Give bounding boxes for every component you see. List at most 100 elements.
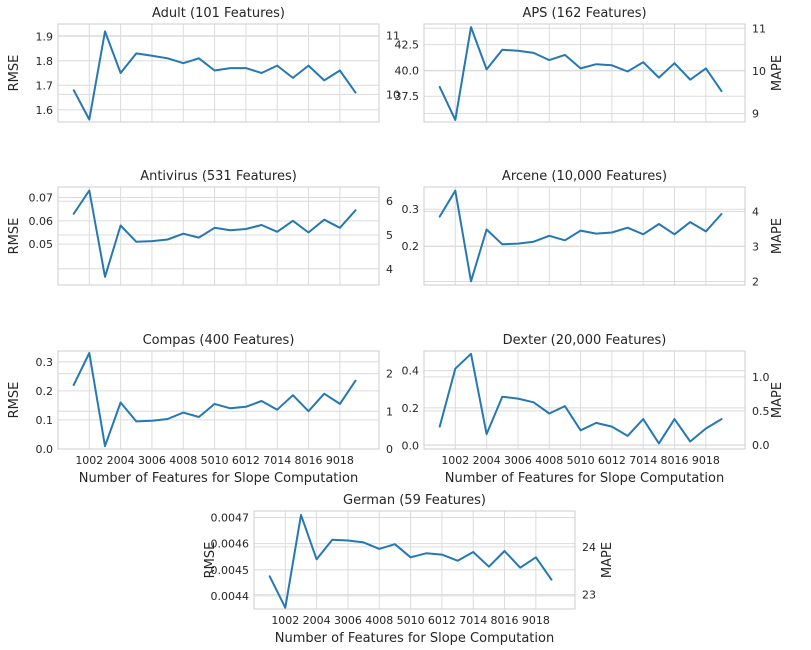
y-tick-label: 0.0045 xyxy=(211,564,250,577)
x-tick-label: 4008 xyxy=(169,454,197,467)
y2-tick-label: 0.0 xyxy=(752,439,770,452)
y2-tick-label: 24 xyxy=(582,541,596,554)
y2-tick-label: 9 xyxy=(752,107,759,120)
y-axis-label: RMSE xyxy=(7,382,22,419)
series-line xyxy=(438,26,723,121)
y-tick-label: 0.06 xyxy=(29,215,54,228)
subplot-3: Arcene (10,000 Features) 0.2 0.3 2 3 4 MAPE xyxy=(402,169,786,289)
x-tick-label: 4008 xyxy=(365,614,393,627)
x-tick-label: 4008 xyxy=(535,454,563,467)
x-tick-label: 8016 xyxy=(295,454,323,467)
series-line xyxy=(72,352,357,448)
y-axis-label: RMSE xyxy=(7,55,22,92)
subplot-title: German (59 Features) xyxy=(343,493,486,508)
subplot-title: Antivirus (531 Features) xyxy=(140,169,297,184)
x-tick-label: 6012 xyxy=(232,454,260,467)
y-tick-label: 0.2 xyxy=(36,385,54,398)
y-tick-label: 0.0044 xyxy=(211,590,250,603)
plot-frame xyxy=(423,350,746,450)
y2-tick-label: 4 xyxy=(752,206,759,219)
y-tick-label: 0.0 xyxy=(36,443,54,456)
y-tick-label: 0.3 xyxy=(402,203,420,216)
y2-tick-label: 6 xyxy=(386,195,393,208)
subplot-title: Compas (400 Features) xyxy=(143,333,295,348)
subplot-title: APS (162 Features) xyxy=(522,6,646,21)
y-tick-label: 0.07 xyxy=(29,192,54,205)
x-axis-label: Number of Features for Slope Computation xyxy=(445,471,724,486)
y-tick-label: 37.5 xyxy=(395,90,420,103)
y2-axis-label: MAPE xyxy=(770,218,785,254)
x-tick-label: 9018 xyxy=(326,454,354,467)
y-tick-label: 42.5 xyxy=(395,39,420,52)
x-tick-label: 1002 xyxy=(271,614,299,627)
x-tick-label: 7014 xyxy=(263,454,291,467)
y2-axis-label: MAPE xyxy=(770,382,785,418)
x-axis-label: Number of Features for Slope Computation xyxy=(79,471,358,486)
series-line xyxy=(438,352,723,445)
x-tick-label: 7014 xyxy=(629,454,657,467)
x-tick-label: 2004 xyxy=(473,454,501,467)
y2-tick-label: 10 xyxy=(386,88,400,101)
plot-frame xyxy=(57,350,380,450)
y-tick-label: 0.05 xyxy=(29,238,54,251)
y2-tick-label: 10 xyxy=(752,65,766,78)
y-tick-label: 1.6 xyxy=(36,104,54,117)
y2-tick-label: 4 xyxy=(386,263,393,276)
plot-frame xyxy=(57,186,380,286)
plot-frame xyxy=(423,186,746,286)
x-tick-label: 8016 xyxy=(661,454,689,467)
plot-frame xyxy=(253,510,576,610)
subplot-title: Adult (101 Features) xyxy=(152,6,285,21)
series-line xyxy=(72,189,357,278)
x-tick-label: 6012 xyxy=(428,614,456,627)
y2-tick-label: 0 xyxy=(386,443,393,456)
y2-tick-label: 1.0 xyxy=(752,371,770,384)
x-tick-label: 9018 xyxy=(522,614,550,627)
subplot-0: Adult (101 Features) 1.6 1.7 1.8 1.9 10 11 RMSE xyxy=(7,6,400,123)
plot-frame xyxy=(57,23,380,123)
series-line xyxy=(268,513,553,609)
x-tick-label: 7014 xyxy=(459,614,487,627)
plot-frame xyxy=(423,23,746,123)
y-tick-label: 0.3 xyxy=(36,356,54,369)
x-tick-label: 5010 xyxy=(397,614,425,627)
y-tick-label: 0.0046 xyxy=(211,538,250,551)
y-tick-label: 0.2 xyxy=(402,240,420,253)
y2-tick-label: 11 xyxy=(752,22,766,35)
y-tick-label: 0.2 xyxy=(402,402,420,415)
x-tick-label: 5010 xyxy=(567,454,595,467)
x-axis-label: Number of Features for Slope Computation xyxy=(275,631,554,646)
x-tick-label: 8016 xyxy=(491,614,519,627)
subplot-5: Dexter (20,000 Features) 0.0 0.2 0.4 0.0 0.5 1… xyxy=(402,333,786,486)
y-tick-label: 0.0 xyxy=(402,439,420,452)
y2-tick-label: 1 xyxy=(386,405,393,418)
series-line xyxy=(72,30,357,121)
y-tick-label: 1.9 xyxy=(36,30,54,43)
subplot-title: Arcene (10,000 Features) xyxy=(502,169,667,184)
y2-tick-label: 23 xyxy=(582,589,596,602)
y2-axis-label: MAPE xyxy=(600,542,615,578)
x-tick-label: 2004 xyxy=(303,614,331,627)
x-tick-label: 9018 xyxy=(692,454,720,467)
x-tick-label: 1002 xyxy=(75,454,103,467)
x-tick-label: 1002 xyxy=(441,454,469,467)
y2-axis-label: MAPE xyxy=(770,55,785,91)
y2-tick-label: 2 xyxy=(386,368,393,381)
subplot-1: APS (162 Features) 37.5 40.0 42.5 9 10 11 MAPE xyxy=(395,6,785,123)
x-tick-label: 3006 xyxy=(334,614,362,627)
y2-tick-label: 3 xyxy=(752,241,759,254)
subplot-6: German (59 Features) 0.0044 0.0045 0.0046 0.… xyxy=(203,493,615,646)
y-tick-label: 40.0 xyxy=(395,64,420,77)
subplot-4: Compas (400 Features) 0.0 0.1 0.2 0.3 0 1 2 RMSE… xyxy=(7,333,393,486)
y-tick-label: 0.1 xyxy=(36,414,54,427)
y-axis-label: RMSE xyxy=(203,542,218,579)
x-tick-label: 2004 xyxy=(107,454,135,467)
y2-tick-label: 2 xyxy=(752,276,759,289)
series-line xyxy=(438,189,723,283)
x-tick-label: 3006 xyxy=(138,454,166,467)
y2-tick-label: 11 xyxy=(386,30,400,43)
y-tick-label: 0.0047 xyxy=(211,512,250,525)
x-tick-label: 6012 xyxy=(598,454,626,467)
y2-tick-label: 0.5 xyxy=(752,405,770,418)
